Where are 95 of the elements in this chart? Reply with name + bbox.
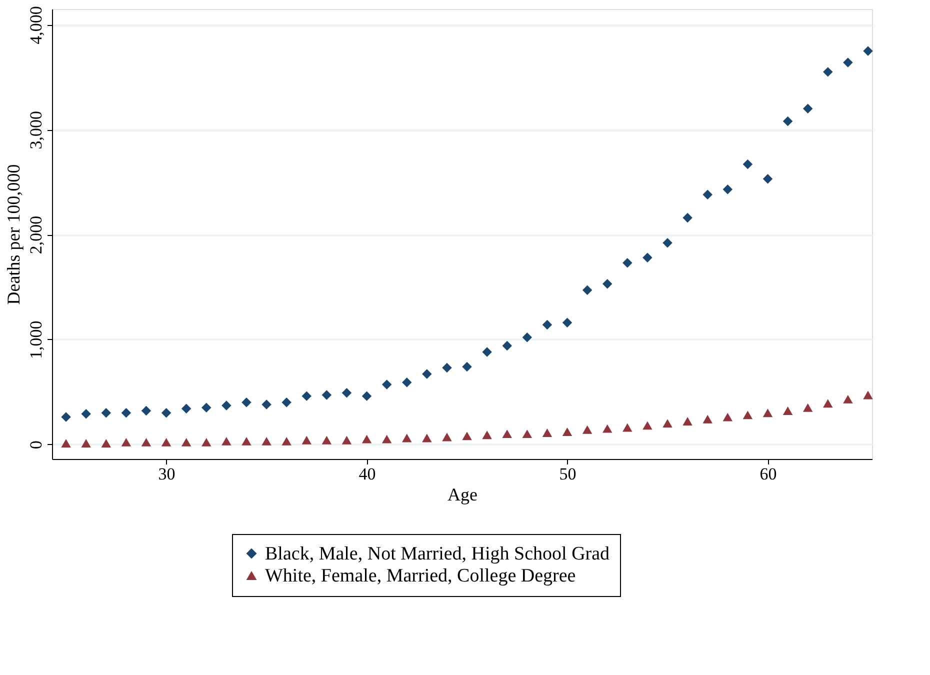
point	[782, 406, 793, 415]
point	[843, 394, 853, 404]
point	[622, 423, 632, 432]
point	[101, 439, 112, 448]
point	[302, 436, 312, 444]
point	[682, 417, 692, 426]
point	[602, 278, 612, 289]
point	[141, 406, 152, 416]
point	[622, 258, 632, 268]
y-tick-label: 1,000	[26, 320, 46, 360]
point	[81, 439, 91, 448]
legend-label: Black, Male, Not Married, High School Grad	[265, 544, 610, 564]
point	[863, 46, 873, 56]
point	[362, 391, 372, 401]
point	[442, 432, 452, 442]
point	[422, 434, 432, 442]
x-axis-title: Age	[448, 484, 478, 504]
y-axis-title: Deaths per 100,000	[4, 164, 24, 305]
point	[542, 428, 552, 437]
point	[342, 388, 352, 398]
legend-label: White, Female, Married, College Degree	[265, 566, 576, 586]
point	[802, 104, 813, 114]
point	[101, 408, 112, 418]
point	[262, 400, 272, 410]
point	[222, 436, 232, 446]
point	[202, 438, 212, 446]
point	[181, 404, 192, 414]
point	[843, 58, 853, 68]
point	[322, 390, 332, 400]
point	[61, 412, 71, 422]
point	[161, 438, 172, 446]
point	[522, 332, 532, 342]
point	[722, 184, 733, 194]
point	[482, 430, 492, 440]
point	[522, 430, 532, 438]
point	[362, 434, 372, 444]
point	[121, 438, 132, 446]
point	[802, 403, 813, 412]
point	[322, 436, 332, 444]
point	[682, 212, 692, 223]
x-tick-label: 30	[158, 464, 176, 484]
point	[302, 391, 312, 401]
point	[61, 439, 71, 448]
y-tick-label: 3,000	[26, 111, 46, 150]
point	[141, 438, 152, 446]
point	[823, 67, 833, 77]
point	[762, 408, 773, 418]
point	[462, 362, 472, 372]
point	[742, 159, 753, 170]
point	[382, 380, 392, 390]
point	[442, 362, 452, 373]
point	[402, 434, 412, 442]
point	[602, 424, 612, 433]
point	[742, 410, 753, 420]
point	[121, 408, 132, 418]
point	[642, 252, 652, 262]
x-tick-label: 60	[760, 464, 777, 484]
point	[422, 369, 432, 379]
point	[562, 428, 572, 436]
point	[662, 419, 672, 428]
point	[282, 397, 292, 408]
y-tick-label: 2,000	[26, 216, 46, 254]
x-tick-label: 40	[358, 464, 376, 484]
point	[702, 190, 712, 200]
point	[382, 434, 392, 444]
y-tick-label: 0	[26, 440, 46, 450]
point	[262, 436, 272, 446]
point	[642, 421, 652, 430]
point	[222, 400, 232, 410]
point	[722, 412, 733, 422]
point	[762, 174, 773, 184]
point	[823, 399, 833, 408]
x-tick-label: 50	[559, 464, 576, 484]
point	[242, 436, 252, 446]
point	[482, 347, 492, 357]
y-tick-label: 4,000	[26, 6, 46, 44]
point	[502, 340, 512, 351]
point	[282, 436, 292, 446]
point	[863, 390, 873, 400]
point	[402, 378, 412, 388]
point	[502, 430, 512, 438]
point	[81, 409, 91, 419]
point	[542, 320, 552, 330]
point	[562, 318, 572, 328]
point	[582, 425, 592, 434]
point	[242, 397, 252, 408]
point	[161, 408, 172, 418]
point	[342, 436, 352, 444]
point	[782, 116, 793, 126]
point	[202, 402, 212, 412]
point	[662, 238, 672, 248]
point	[582, 285, 592, 295]
point	[702, 414, 712, 424]
point	[181, 438, 192, 446]
point	[462, 432, 472, 440]
